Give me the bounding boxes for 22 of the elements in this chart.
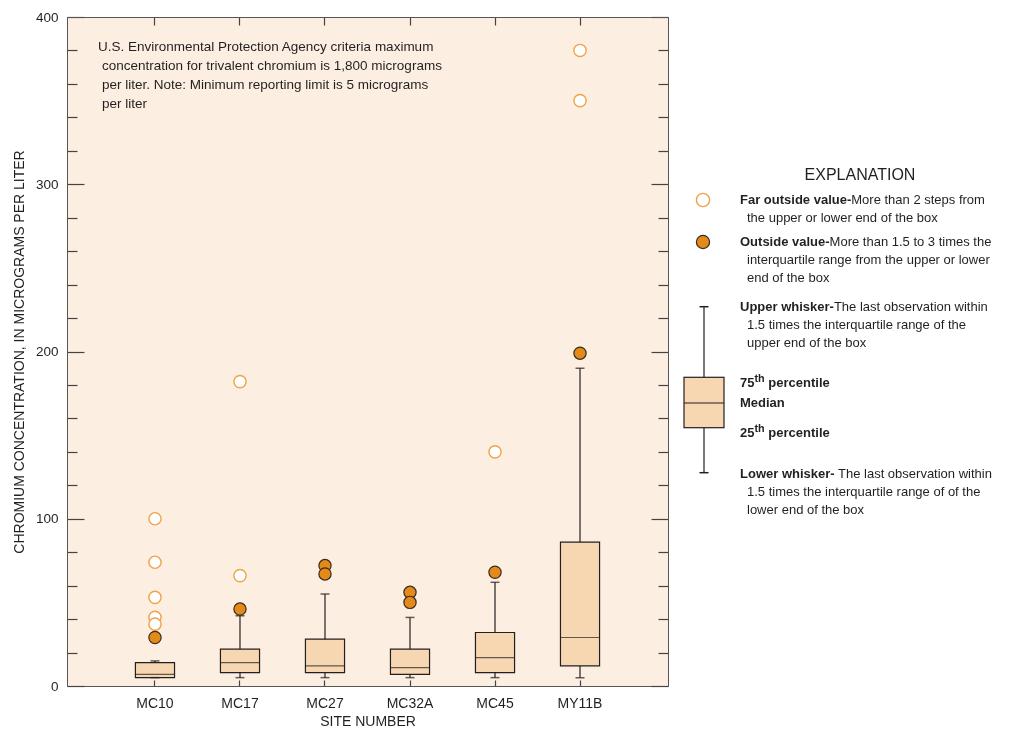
y-tick-label: 400 — [35, 9, 59, 25]
y-axis-title: CHROMIUM CONCENTRATION, IN MICROGRAMS PER LITER — [10, 150, 27, 554]
text: Median — [740, 395, 785, 410]
text: Lower whisker- The last observation within 1.5 times the interquartile range of of the lower end of the box — [740, 466, 992, 517]
text: Upper whisker-The last observation within 1.5 times the interquartile range of the upper end of the box — [740, 299, 988, 350]
y-tick-label: 100 — [35, 511, 59, 527]
y-tick-label: 0 — [50, 678, 59, 694]
x-tick-label: MC32A — [386, 694, 434, 711]
x-tick-label: MC10 — [136, 694, 174, 711]
annotation: U.S. Environmental Protection Agency criteria maximum concentration for trivalent chromium is 1,800 micrograms per liter. Note: Minimum reporting limit is 5 micrograms per liter — [98, 38, 443, 113]
x-tick-label: MY11B — [557, 694, 603, 711]
text: 75$^{th}$ percentile — [740, 372, 830, 391]
y-tick-label: 300 — [35, 176, 59, 192]
x-tick-label: MC27 — [306, 694, 344, 711]
text: 25$^{th}$ percentile — [740, 422, 830, 441]
legend-title: EXPLANATION — [803, 166, 917, 184]
legend-label: Far outside value-More than 2 steps from the upper or lower end of the box — [740, 192, 985, 225]
legend-label: Outside value-More than 1.5 to 3 times the interquartile range from the upper or lower end of the box — [740, 234, 992, 285]
x-axis-title: SITE NUMBER — [320, 712, 416, 729]
x-tick-label: MC17 — [221, 694, 259, 711]
x-tick-label: MC45 — [476, 694, 514, 711]
y-tick-label: 200 — [35, 344, 59, 359]
